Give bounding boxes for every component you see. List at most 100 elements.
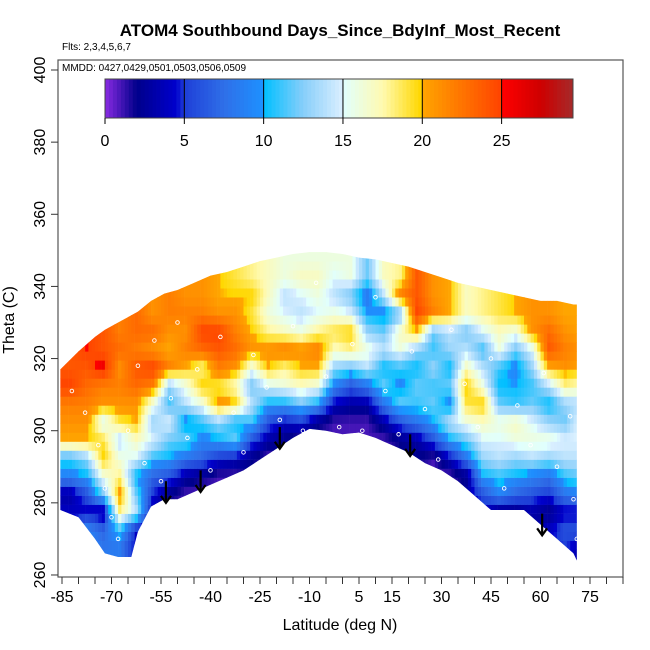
heatmap-cell [467, 495, 472, 505]
heatmap-cell [408, 549, 413, 559]
heatmap-cell [289, 540, 294, 550]
heatmap-cell [362, 396, 366, 406]
heatmap-cell [401, 270, 406, 280]
heatmap-cell [316, 252, 320, 262]
heatmap-cell [104, 441, 109, 451]
heatmap-cell [454, 405, 459, 415]
heatmap-cell [444, 432, 449, 442]
heatmap-cell [256, 252, 261, 253]
heatmap-cell [441, 495, 446, 505]
heatmap-cell [210, 270, 215, 280]
heatmap-cell [75, 504, 79, 514]
heatmap-cell [213, 513, 218, 523]
heatmap-cell [448, 540, 452, 550]
heatmap-cell [246, 558, 251, 561]
heatmap-cell [256, 540, 261, 550]
heatmap-cell [253, 252, 257, 253]
heatmap-cell [167, 504, 172, 514]
heatmap-cell [454, 540, 459, 550]
heatmap-cell [464, 459, 469, 469]
heatmap-cell [484, 342, 488, 352]
heatmap-cell [253, 423, 257, 433]
heatmap-cell [329, 477, 333, 487]
heatmap-cell [302, 513, 307, 523]
heatmap-cell [362, 549, 366, 559]
heatmap-cell [332, 288, 337, 298]
heatmap-cell [81, 540, 86, 550]
heatmap-cell [484, 558, 488, 561]
heatmap-cell [260, 396, 264, 406]
heatmap-cell [418, 432, 422, 442]
heatmap-cell [375, 252, 380, 253]
heatmap-cell [78, 360, 83, 370]
heatmap-cell [177, 360, 182, 370]
heatmap-cell [203, 387, 208, 397]
heatmap-cell [302, 522, 307, 532]
heatmap-cell [382, 261, 386, 271]
heatmap-cell [322, 414, 327, 424]
heatmap-cell [128, 342, 132, 352]
heatmap-cell [75, 531, 79, 541]
heatmap-cell [104, 513, 109, 523]
heatmap-cell [319, 513, 323, 523]
heatmap-cell [174, 450, 178, 460]
heatmap-cell [434, 531, 439, 541]
heatmap-cell [236, 558, 241, 561]
heatmap-cell [368, 549, 373, 559]
heatmap-cell [220, 540, 224, 550]
heatmap-cell [339, 378, 343, 388]
heatmap-cell [78, 495, 83, 505]
heatmap-cell [441, 531, 446, 541]
heatmap-cell [95, 252, 99, 262]
heatmap-cell [131, 468, 135, 478]
heatmap-cell [273, 270, 277, 280]
heatmap-cell [121, 261, 125, 271]
heatmap-cell [302, 252, 307, 262]
heatmap-cell [194, 252, 198, 262]
heatmap-cell [359, 351, 363, 361]
heatmap-cell [368, 252, 373, 262]
heatmap-cell [507, 540, 512, 550]
heatmap-cell [316, 306, 320, 316]
heatmap-cell [359, 495, 363, 505]
heatmap-cell [81, 486, 86, 496]
heatmap-cell [187, 396, 191, 406]
heatmap-cell [269, 369, 274, 379]
heatmap-cell [223, 531, 228, 541]
heatmap-cell [395, 351, 399, 361]
heatmap-cell [454, 270, 459, 280]
heatmap-cell [444, 459, 449, 469]
heatmap-cell [434, 360, 439, 370]
heatmap-cell [243, 432, 248, 442]
heatmap-cell [71, 315, 76, 325]
heatmap-cell [316, 252, 320, 253]
heatmap-cell [372, 333, 376, 343]
heatmap-cell [507, 432, 512, 442]
heatmap-cell [260, 252, 264, 262]
heatmap-cell [342, 423, 347, 433]
heatmap-cell [487, 306, 492, 316]
heatmap-cell [104, 252, 109, 262]
heatmap-cell [296, 423, 300, 433]
heatmap-cell [458, 450, 462, 460]
heatmap-cell [444, 315, 449, 325]
heatmap-cell [411, 315, 416, 325]
heatmap-cell [487, 279, 492, 289]
heatmap-cell [250, 387, 254, 397]
heatmap-cell [362, 423, 366, 433]
heatmap-cell [293, 486, 297, 496]
heatmap-cell [451, 369, 455, 379]
heatmap-cell [230, 540, 234, 550]
heatmap-cell [425, 486, 429, 496]
heatmap-cell [124, 306, 129, 316]
heatmap-cell [401, 549, 406, 559]
heatmap-cell [75, 414, 79, 424]
heatmap-cell [65, 423, 69, 433]
heatmap-cell [368, 279, 373, 289]
heatmap-cell [401, 450, 406, 460]
heatmap-cell [151, 405, 155, 415]
heatmap-cell [266, 531, 271, 541]
heatmap-cell [289, 342, 294, 352]
heatmap-cell [85, 459, 89, 469]
heatmap-cell [378, 333, 383, 343]
